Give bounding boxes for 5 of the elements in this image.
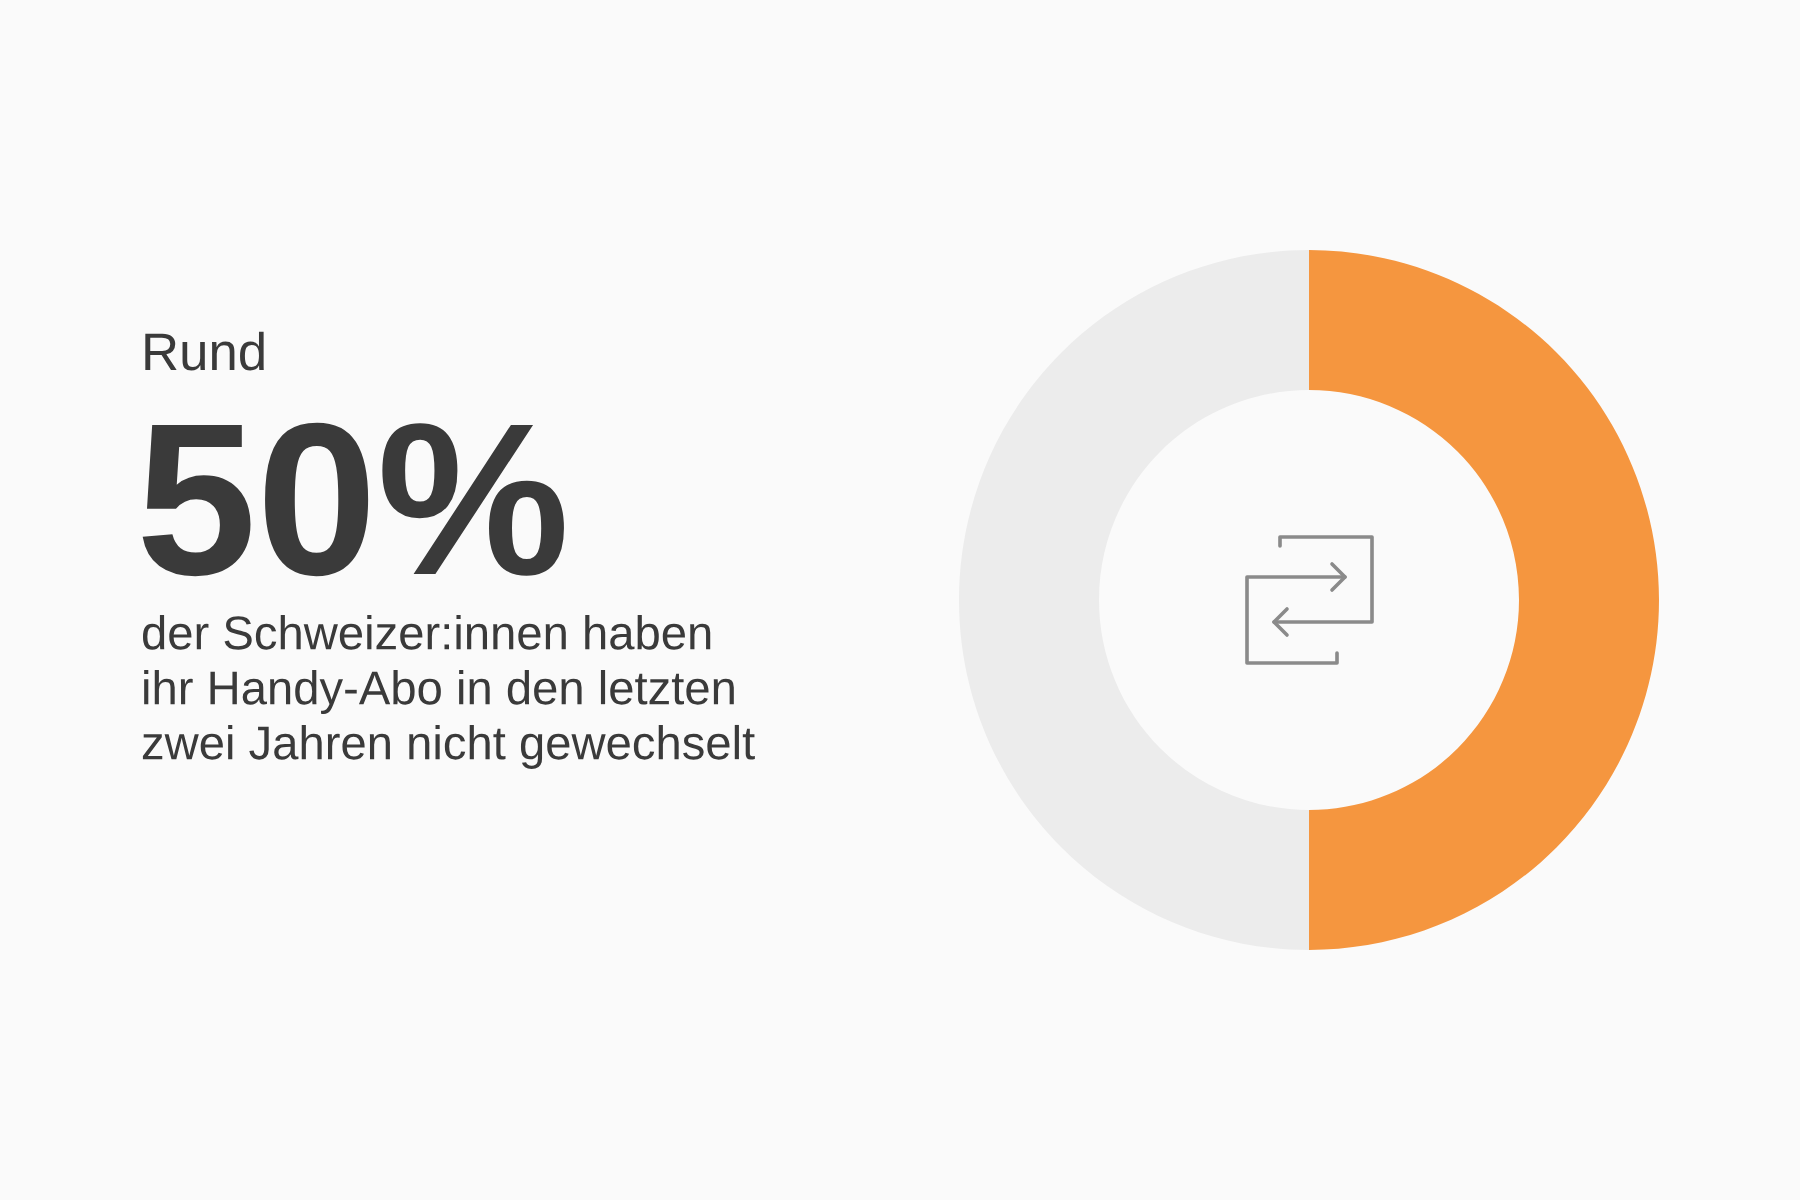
text: 50% xyxy=(142,422,564,577)
donut-slice xyxy=(1309,250,1659,950)
text: Rund xyxy=(145,331,264,371)
text: der Schweizer:innen haben ihr Handy-Abo in den letzten zwei Jahren nicht gewechselt xyxy=(142,615,755,769)
donut-slice xyxy=(959,250,1309,950)
